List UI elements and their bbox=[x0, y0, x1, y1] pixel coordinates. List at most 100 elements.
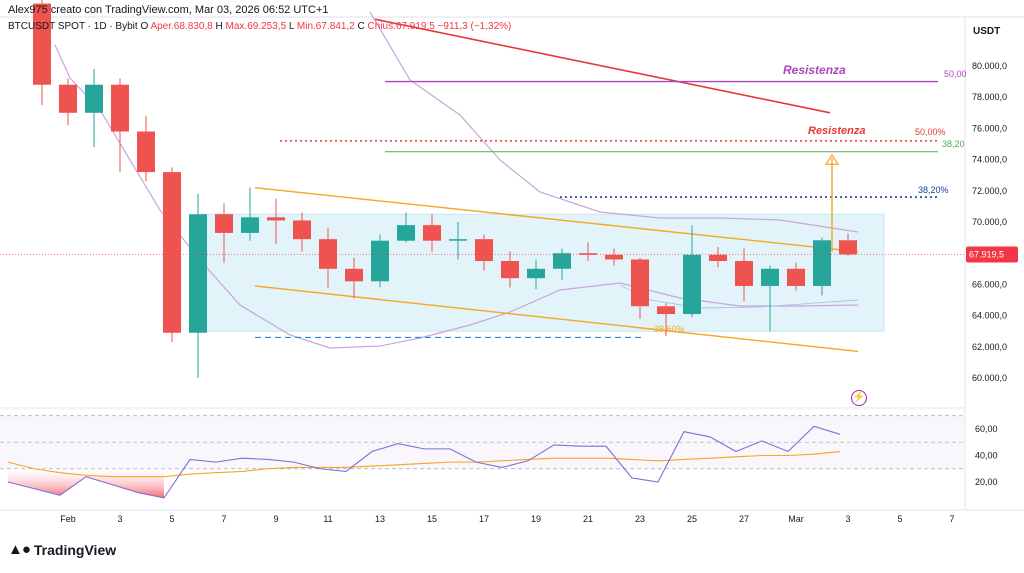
time-tick-label: 3 bbox=[845, 514, 850, 524]
time-tick-label: 5 bbox=[897, 514, 902, 524]
candle-body bbox=[657, 306, 675, 315]
close-value: Chius.67.919,5 bbox=[367, 21, 435, 32]
time-tick-label: 11 bbox=[323, 514, 332, 524]
symbol-legend: BTCUSDT SPOT · 1D · Bybit O Aper.68.830,… bbox=[8, 21, 511, 32]
brand-logo: ▲● TradingView bbox=[8, 541, 116, 558]
high-value: Max.69.253,5 bbox=[225, 21, 287, 32]
candle-body bbox=[215, 214, 233, 233]
rsi-tick-label: 60,00 bbox=[975, 424, 998, 434]
current-price-label: 67.919,5 bbox=[969, 249, 1004, 259]
candle-body bbox=[189, 214, 207, 333]
candle-body bbox=[137, 131, 155, 173]
red-descending-trendline bbox=[374, 18, 831, 114]
rsi-band bbox=[0, 415, 965, 469]
time-tick-label: 5 bbox=[169, 514, 174, 524]
candle-body bbox=[423, 225, 441, 241]
fib-label-green: 38,20 bbox=[942, 139, 965, 149]
candle-body bbox=[293, 220, 311, 240]
price-tick-label: 72.000,0 bbox=[972, 186, 1007, 196]
price-tick-label: 66.000,0 bbox=[972, 279, 1007, 289]
price-tick-label: 60.000,0 bbox=[972, 373, 1007, 383]
candle-body bbox=[839, 240, 857, 255]
candle-body bbox=[631, 259, 649, 307]
candle-body bbox=[397, 225, 415, 241]
time-tick-label: 9 bbox=[273, 514, 278, 524]
candle-body bbox=[553, 253, 571, 269]
candle-body bbox=[475, 239, 493, 261]
candle-body bbox=[371, 240, 389, 282]
change-value: −911,3 (−1,32%) bbox=[437, 21, 512, 32]
low-value: Min.67.841,2 bbox=[296, 21, 355, 32]
time-tick-label: 17 bbox=[479, 514, 489, 524]
time-tick-label: Mar bbox=[788, 514, 804, 524]
candle-body bbox=[709, 254, 727, 261]
current-price-tag bbox=[966, 246, 1018, 263]
open-value: Aper.68.830,8 bbox=[150, 21, 213, 32]
price-tick-label: 62.000,0 bbox=[972, 342, 1007, 352]
candle-body bbox=[241, 217, 259, 233]
time-tick-label: 15 bbox=[427, 514, 437, 524]
lightning-icon[interactable]: ⚡ bbox=[851, 390, 867, 406]
open-label: O bbox=[140, 21, 149, 32]
time-tick-label: 23 bbox=[635, 514, 645, 524]
rsi-line bbox=[7, 425, 841, 499]
candle-body bbox=[319, 239, 337, 269]
candle-body bbox=[111, 84, 129, 132]
candle-body bbox=[683, 254, 701, 315]
time-tick-label: Feb bbox=[60, 514, 76, 524]
rsi-tick-label: 40,00 bbox=[975, 451, 998, 461]
candle-body bbox=[33, 3, 51, 85]
fib-label-bottom: 38,60% bbox=[654, 324, 685, 334]
fib-label-top: 50,00 bbox=[944, 69, 967, 79]
time-tick-label: 13 bbox=[375, 514, 385, 524]
time-tick-label: 25 bbox=[687, 514, 697, 524]
price-tick-label: 76.000,0 bbox=[972, 123, 1007, 133]
time-tick-label: 21 bbox=[583, 514, 593, 524]
price-tick-label: 70.000,0 bbox=[972, 217, 1007, 227]
channel-upper-line bbox=[254, 186, 859, 253]
rsi-tick-label: 20,00 bbox=[975, 477, 998, 487]
author-header: Alex975 creato con TradingView.com, Mar … bbox=[8, 4, 329, 16]
time-tick-label: 27 bbox=[739, 514, 749, 524]
high-label: H bbox=[215, 21, 223, 32]
time-tick-label: 7 bbox=[949, 514, 954, 524]
candle-body bbox=[345, 268, 363, 282]
candle-body bbox=[59, 84, 77, 113]
time-tick-label: 19 bbox=[531, 514, 541, 524]
candle-body bbox=[85, 84, 103, 113]
upper-band-line bbox=[369, 11, 859, 233]
rsi-oversold-fill bbox=[8, 468, 164, 498]
candle-body bbox=[267, 217, 285, 221]
candle-body bbox=[761, 268, 779, 286]
time-tick-label: 7 bbox=[221, 514, 226, 524]
candle-body bbox=[813, 240, 831, 286]
resistance-label-mid: Resistenza bbox=[808, 125, 865, 137]
candle-body bbox=[579, 253, 597, 255]
fib-label-blue: 38,20% bbox=[918, 185, 949, 195]
candle-body bbox=[787, 268, 805, 286]
price-tick-label: 78.000,0 bbox=[972, 92, 1007, 102]
moving-average-line bbox=[54, 44, 859, 349]
candle-body bbox=[527, 268, 545, 279]
candle-body bbox=[605, 254, 623, 260]
price-tick-label: 74.000,0 bbox=[972, 155, 1007, 165]
candle-body bbox=[163, 172, 181, 333]
candle-body bbox=[449, 239, 467, 241]
rsi-ma-line bbox=[7, 450, 841, 478]
brand-name: TradingView bbox=[33, 541, 117, 558]
currency-label[interactable]: USDT bbox=[973, 26, 1001, 37]
price-tick-label: 64.000,0 bbox=[972, 311, 1007, 321]
close-label: C bbox=[357, 21, 365, 32]
symbol-name[interactable]: BTCUSDT SPOT · 1D · Bybit bbox=[8, 21, 138, 32]
time-tick-label: 3 bbox=[117, 514, 122, 524]
low-label: L bbox=[288, 21, 295, 32]
price-tick-label: 80.000,0 bbox=[972, 61, 1007, 71]
fib-label-red: 50,00% bbox=[915, 127, 946, 137]
tradingview-logo-icon: ▲● bbox=[8, 541, 31, 558]
channel-lower-line bbox=[254, 285, 859, 353]
resistance-label-top: Resistenza bbox=[783, 63, 846, 77]
candle-body bbox=[501, 261, 519, 279]
candle-body bbox=[735, 261, 753, 286]
